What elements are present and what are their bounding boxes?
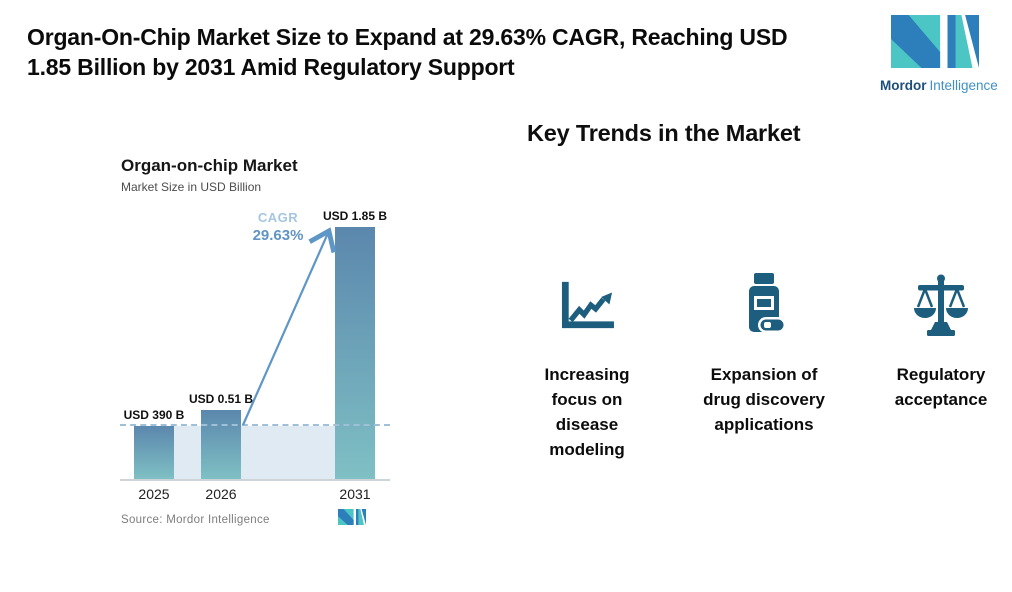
trends-heading: Key Trends in the Market [527,120,801,146]
bar-value-label-2026: USD 0.51 B [188,392,254,406]
trend-item-2: Expansion of drug discovery applications [684,258,844,437]
baseline-shaded-band [134,426,375,479]
cagr-label: CAGR [257,210,299,225]
x-tick-label-2026: 2026 [205,486,237,502]
page-title-line-2: 1.85 Billion by 2031 Amid Regulatory Sup… [27,54,515,80]
x-tick-label-2025: 2025 [138,486,170,502]
trend-label-2: Expansion of drug discovery applications [684,362,844,437]
market-chart: Organ-on-chip Market Market Size in USD … [118,150,408,550]
chart-subtitle: Market Size in USD Billion [121,180,262,194]
trend-label-line: disease [555,415,619,434]
baseline-dashed-line [120,424,390,426]
brand-logo: Mordor Intelligence [880,15,998,93]
trend-label-line: Regulatory [896,365,986,384]
bar-value-label-2031: USD 1.85 B [322,209,388,223]
trend-label-line: applications [714,415,814,434]
page-title: Organ-On-Chip Market Size to Expand at 2… [27,22,887,82]
source-note: Source: Mordor Intelligence [121,514,270,526]
trend-label-line: drug discovery [703,390,825,409]
trend-label-3: Regulatory acceptance [861,362,1012,412]
trend-label-line: Increasing [544,365,630,384]
mordor-logo-icon [880,15,990,73]
line-chart-icon [507,258,667,354]
trend-label-line: Expansion of [710,365,818,384]
balance-scale-icon [861,258,1012,354]
trend-label-1: Increasing focus on disease modeling [507,362,667,462]
bar-value-label-2025: USD 390 B [123,408,185,422]
brand-name-light: Intelligence [929,78,998,93]
trend-label-line: modeling [549,440,625,459]
page-title-line-1: Organ-On-Chip Market Size to Expand at 2… [27,24,788,50]
bar-2031 [335,227,375,479]
x-axis-line [120,479,390,481]
cagr-arrow-icon [241,227,337,426]
trend-label-line: acceptance [894,390,988,409]
mordor-logo-small-icon [338,509,366,530]
trend-label-line: focus on [551,390,623,409]
trend-item-3: Regulatory acceptance [861,258,1012,412]
bar-2025 [134,426,174,479]
chart-title: Organ-on-chip Market [121,156,298,175]
bar-2026 [201,410,241,479]
x-tick-label-2031: 2031 [339,486,371,502]
cagr-value: 29.63% [252,227,304,244]
brand-name-bold: Mordor [880,78,927,93]
pill-bottle-icon [684,258,844,354]
brand-name: Mordor Intelligence [880,78,998,93]
trend-item-1: Increasing focus on disease modeling [507,258,667,462]
cagr-annotation: CAGR 29.63% [246,210,310,244]
